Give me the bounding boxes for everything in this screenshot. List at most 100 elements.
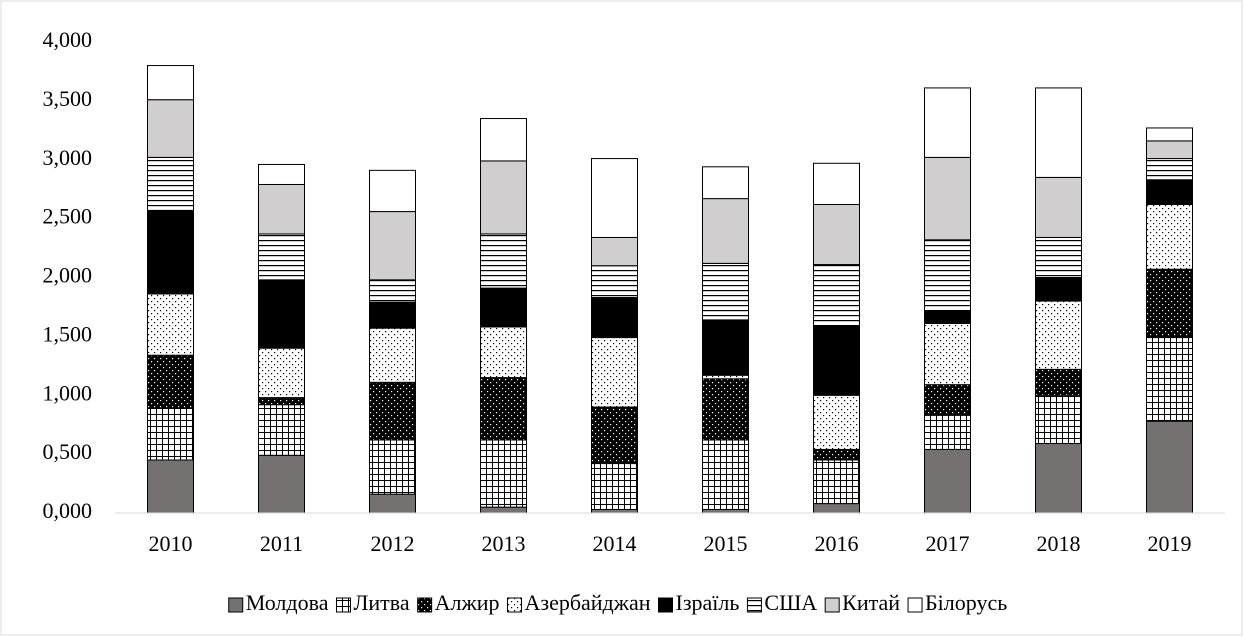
bar-segment (480, 326, 527, 379)
x-tick-label: 2019 (1148, 531, 1192, 556)
bar-segment (1146, 268, 1193, 339)
bar-segment (147, 354, 194, 409)
bar-segment (369, 381, 416, 441)
legend-label: Литва (353, 590, 409, 615)
bar-segment (813, 394, 860, 450)
x-tick-label: 2011 (260, 531, 303, 556)
bar-segment (813, 448, 860, 461)
bar-segment (369, 301, 416, 329)
legend-swatch (907, 597, 923, 613)
bar-segment (1146, 179, 1193, 205)
bar-segment (369, 169, 416, 213)
bar-segment (924, 448, 971, 514)
legend-swatch (417, 597, 433, 613)
bar-segment (1146, 140, 1193, 160)
bar-segment (369, 279, 416, 303)
bar-segment (369, 439, 416, 495)
bar-segment (702, 262, 749, 321)
bar-segment (813, 503, 860, 514)
legend-swatch (228, 597, 244, 613)
bar-segment (924, 384, 971, 416)
x-tick-label: 2014 (593, 531, 637, 556)
x-tick-label: 2012 (371, 531, 415, 556)
bar-segment (924, 414, 971, 450)
legend-label: Китай (842, 590, 900, 615)
bar-segment (591, 337, 638, 408)
bar-segment (813, 325, 860, 396)
bar-segment (258, 163, 305, 185)
bar-segment (147, 156, 194, 211)
y-tick-label: 4,000 (43, 27, 93, 52)
bar-segment (258, 397, 305, 406)
bar-segment (702, 378, 749, 441)
legend-label: США (764, 590, 817, 615)
bar-segment (591, 463, 638, 510)
legend-label: Молдова (246, 590, 329, 615)
bar-segment (147, 459, 194, 514)
bar-segment (924, 156, 971, 241)
bar-segment (258, 454, 305, 514)
x-tick-label: 2017 (926, 531, 970, 556)
y-tick-label: 1,500 (43, 321, 93, 346)
y-tick-label: 2,000 (43, 263, 93, 288)
legend-swatch (506, 597, 522, 613)
bar-segment (813, 162, 860, 205)
bar-segment (480, 233, 527, 289)
y-tick-label: 0,500 (43, 439, 93, 464)
y-tick-label: 3,500 (43, 86, 93, 111)
bar-segment (147, 209, 194, 295)
bar-segment (591, 265, 638, 299)
x-tick-label: 2015 (704, 531, 748, 556)
legend-label: Азербайджан (524, 590, 650, 615)
bar-segment (702, 166, 749, 200)
bar-segment (924, 309, 971, 324)
y-tick-label: 2,500 (43, 204, 93, 229)
bar-segment (258, 279, 305, 349)
x-tick-label: 2016 (815, 531, 859, 556)
bar-segment (147, 65, 194, 101)
bar-segment (1035, 87, 1082, 178)
y-tick-label: 3,000 (43, 145, 93, 170)
bar-segment (1146, 337, 1193, 422)
bar-segment (924, 322, 971, 386)
bar-segment (258, 183, 305, 235)
bar-segment (369, 327, 416, 383)
bar-segment (702, 374, 749, 380)
bar-segment (1035, 394, 1082, 445)
legend-swatch (746, 597, 762, 613)
y-tick-label: 1,000 (43, 380, 93, 405)
bar-segment (258, 233, 305, 281)
bar-segment (1146, 158, 1193, 181)
bar-segment (147, 99, 194, 158)
bar-segment (813, 203, 860, 266)
bar-segment (369, 211, 416, 281)
bar-segment (702, 508, 749, 514)
bar-segment (147, 407, 194, 461)
bar-segment (1146, 127, 1193, 142)
bar-segment (480, 506, 527, 514)
bar-segment (1146, 203, 1193, 270)
legend-label: Ізраїль (676, 590, 740, 615)
bar-segment (1146, 420, 1193, 514)
legend-swatch (824, 597, 840, 613)
x-tick-label: 2010 (149, 531, 193, 556)
bar-segment (591, 158, 638, 238)
x-tick-label: 2013 (482, 531, 526, 556)
bar-segment (1035, 443, 1082, 514)
bar-segment (924, 239, 971, 311)
bar-segment (1035, 277, 1082, 302)
bar-segment (258, 404, 305, 456)
bar-segment (480, 377, 527, 441)
bar-segment (1035, 236, 1082, 278)
bar-segment (1035, 176, 1082, 238)
bar-segment (924, 87, 971, 158)
legend-swatch (335, 597, 351, 613)
bar-segment (591, 236, 638, 267)
bar-segment (1035, 300, 1082, 370)
bar-segment (702, 439, 749, 510)
bar-segment (591, 406, 638, 465)
bar-segment (369, 493, 416, 514)
bar-segment (702, 198, 749, 264)
legend-swatch (658, 597, 674, 613)
